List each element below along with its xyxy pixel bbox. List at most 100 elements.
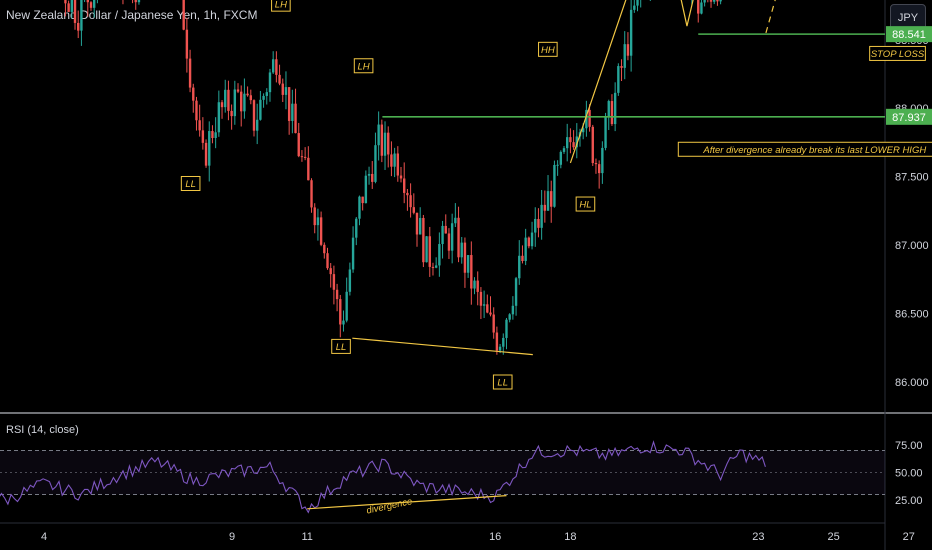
annotation-label-group: After divergence already break its last … [677, 141, 932, 157]
time-tick-label: 23 [752, 531, 764, 543]
candle-body [581, 128, 585, 133]
candle-body [514, 278, 518, 306]
candle-body [339, 299, 342, 325]
candle-body [374, 145, 377, 182]
candle-body [511, 305, 515, 315]
rsi-group [0, 440, 885, 514]
candle-body [220, 102, 224, 108]
price-tick-label: 87.500 [895, 172, 929, 184]
flag-line [680, 0, 694, 27]
candle-body [393, 153, 396, 167]
candle-body [323, 244, 326, 254]
candle-body [418, 217, 422, 235]
candle-body [198, 120, 201, 131]
time-tick-label: 27 [903, 531, 915, 543]
annotation-label-group: STOP LOSS [869, 45, 926, 61]
candle-body [348, 269, 352, 292]
candle-body [137, 0, 141, 3]
candle-body [265, 92, 268, 96]
candle-body [575, 136, 578, 148]
candle-body [629, 9, 633, 56]
candle-body [361, 196, 364, 204]
candle-body [297, 133, 300, 157]
swing-label: HL [579, 200, 591, 211]
candle-body [67, 3, 70, 12]
candle-body [550, 191, 553, 207]
candle-body [438, 244, 441, 266]
candle-body [604, 116, 607, 148]
candle-body [262, 95, 265, 100]
candle-body [310, 180, 313, 208]
rsi-title: RSI (14, close) [6, 424, 79, 436]
candle-body [415, 212, 419, 235]
candle-body [358, 196, 361, 219]
time-tick-label: 9 [229, 531, 235, 543]
swing-label-box [271, 0, 291, 12]
candle-body [591, 126, 594, 164]
swing-label-group: LH [271, 0, 291, 12]
candle-body [607, 101, 610, 117]
candle-body [303, 156, 307, 158]
candle-body [335, 289, 339, 300]
annotation-label: After divergence already break its last … [702, 145, 926, 156]
candle-body [399, 175, 403, 179]
candle-body [380, 124, 384, 156]
price-tick-label: 87.000 [895, 240, 929, 252]
swing-label-group: LL [180, 175, 201, 191]
candle-body [332, 274, 336, 290]
candle-body [527, 237, 531, 247]
candle-body [387, 132, 390, 155]
candle-body [450, 223, 454, 251]
candle-body [313, 207, 316, 226]
candle-body [562, 148, 566, 152]
candle-body [492, 314, 495, 333]
candle-body [626, 44, 630, 56]
candle-body [214, 132, 217, 139]
candle-body [489, 312, 492, 315]
rsi-tick-label: 50.00 [895, 468, 923, 480]
candle-body [431, 266, 435, 268]
swing-label: LL [185, 179, 196, 190]
candle-body [486, 304, 489, 313]
price-tick-label: 86.500 [895, 309, 929, 321]
swing-label-box [492, 374, 513, 390]
candle-body [703, 0, 706, 3]
divergence-label: divergence [366, 496, 414, 516]
candle-body [345, 291, 348, 321]
candle-body [409, 195, 412, 208]
swing-label-group: LL [331, 338, 351, 354]
candle-body [709, 0, 713, 2]
candle-body [364, 175, 368, 204]
candle-body [287, 87, 291, 121]
candle-body [240, 91, 243, 112]
candle-body [271, 59, 275, 73]
candle-body [355, 218, 358, 238]
swing-label: LL [336, 342, 347, 353]
candle-body [342, 320, 345, 325]
candle-body [553, 164, 556, 207]
candle-body [64, 0, 67, 4]
swing-label-group: LL [492, 374, 513, 390]
candle-body [422, 217, 425, 263]
candle-body [236, 89, 240, 92]
candle-body [476, 280, 479, 292]
rsi-line [0, 440, 766, 514]
candle-body [543, 204, 547, 211]
candle-body [470, 255, 473, 289]
candle-body [291, 103, 294, 121]
candle-body [182, 0, 185, 30]
candle-body [319, 217, 323, 245]
candle-body [230, 110, 233, 117]
level-price-label: 88.541 [892, 29, 926, 41]
candle-body [195, 100, 198, 121]
candle-body [620, 66, 623, 68]
time-tick-label: 16 [489, 531, 501, 543]
candle-body [284, 87, 288, 95]
candle-body [594, 163, 598, 165]
candle-body [610, 101, 614, 125]
candle-body [208, 131, 211, 166]
time-tick-label: 11 [301, 531, 312, 543]
candle-body [294, 103, 297, 134]
swing-label-box [180, 175, 201, 191]
candle-body [537, 218, 540, 228]
